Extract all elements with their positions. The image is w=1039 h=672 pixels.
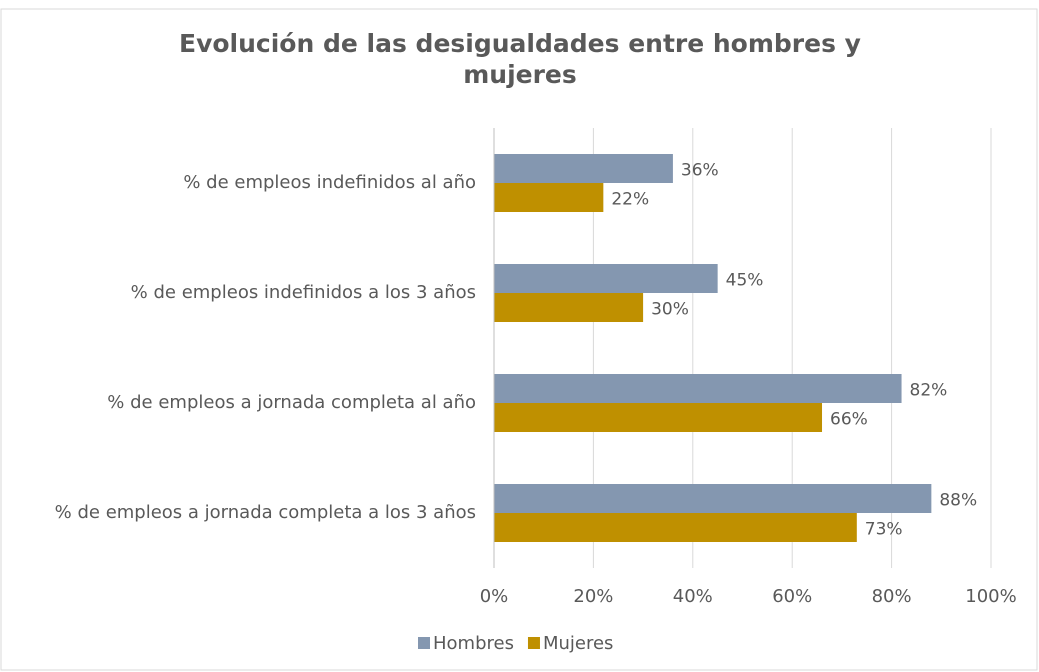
data-label: 73% [865, 520, 903, 540]
category-label-box: % de empleos a jornada completa a los 3 … [6, 501, 476, 525]
title-box: Evolución de las desigualdades entre hom… [179, 29, 861, 89]
bar [494, 403, 823, 432]
bar [494, 293, 644, 322]
chart-frame [0, 8, 1038, 671]
bar [494, 374, 902, 403]
y-tick-label: % de empleos indefinidos al año [183, 172, 476, 193]
chart-title: Evolución de las desigualdades entre hom… [179, 29, 861, 89]
data-label: 22% [611, 190, 649, 210]
data-label: 88% [939, 491, 977, 511]
bar [494, 513, 857, 542]
bar [494, 264, 718, 293]
legend-swatch [418, 637, 430, 649]
legend-label: Hombres [433, 633, 514, 654]
data-label: 30% [651, 300, 689, 320]
y-tick-label: % de empleos a jornada completa al año [107, 392, 476, 413]
x-tick-label: 100% [965, 586, 1016, 607]
y-tick-label: % de empleos a jornada completa a los 3 … [54, 502, 476, 523]
bar [494, 484, 932, 513]
data-label: 82% [910, 381, 948, 401]
category-label-box: % de empleos indefinidos al año [6, 171, 476, 195]
x-tick-label: 20% [573, 586, 613, 607]
data-label: 66% [830, 410, 868, 430]
category-label-box: % de empleos indefinidos a los 3 años [6, 281, 476, 305]
category-label-box: % de empleos a jornada completa al año [6, 391, 476, 415]
x-tick-label: 40% [673, 586, 713, 607]
x-tick-label: 60% [772, 586, 812, 607]
y-tick-label: % de empleos indefinidos a los 3 años [130, 282, 476, 303]
legend-label: Mujeres [543, 633, 613, 654]
legend-swatch [527, 637, 540, 649]
data-label: 45% [726, 271, 764, 291]
x-tick-label: 80% [872, 586, 912, 607]
bar [494, 154, 673, 183]
bar [494, 183, 604, 212]
x-tick-label: 0% [480, 586, 509, 607]
data-label: 36% [681, 161, 719, 181]
